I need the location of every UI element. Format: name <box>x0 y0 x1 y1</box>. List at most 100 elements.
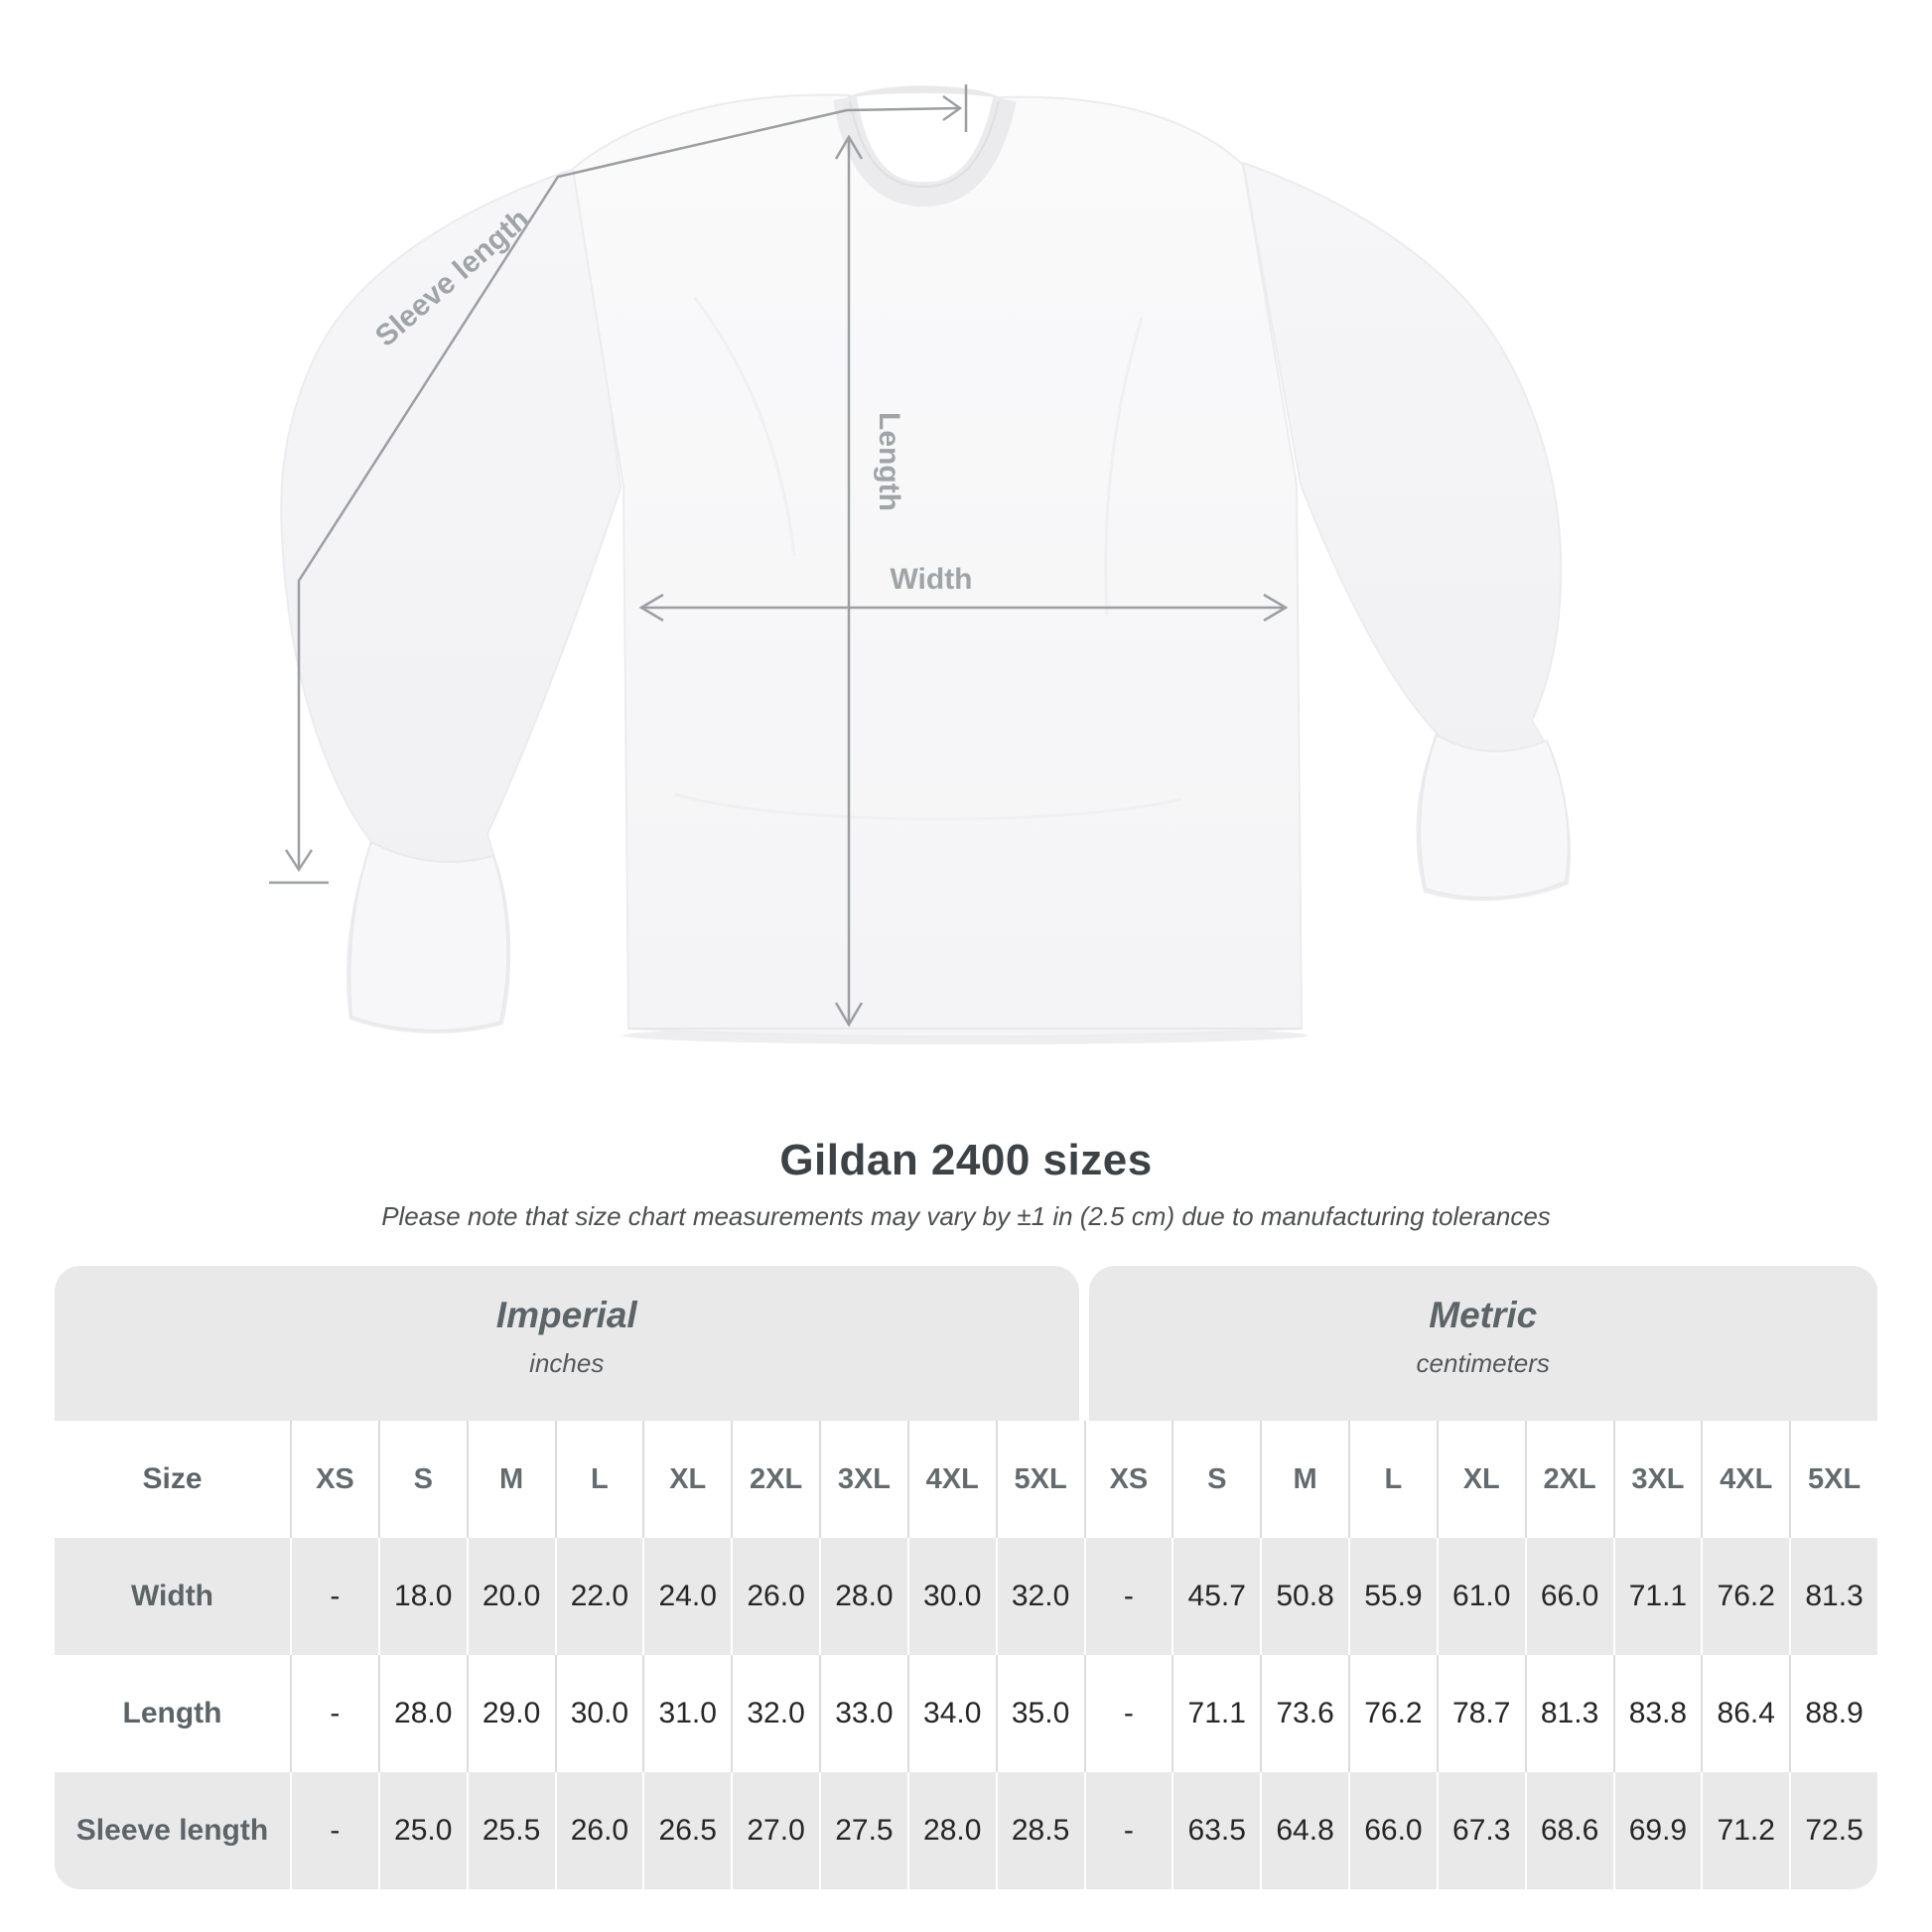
value-cell-imperial: 24.0 <box>642 1538 732 1655</box>
metric-label: Metric <box>1429 1295 1538 1335</box>
value-cell-imperial: 27.5 <box>819 1772 907 1889</box>
value-cell-metric: 64.8 <box>1260 1772 1348 1889</box>
value-cell-metric: 71.1 <box>1612 1538 1702 1655</box>
value-cell-metric: 71.2 <box>1701 1772 1790 1889</box>
value-cell-metric: 50.8 <box>1260 1538 1348 1655</box>
value-cell-metric: 73.6 <box>1260 1655 1348 1772</box>
length-label: Length <box>873 412 905 511</box>
value-cell-metric: 83.8 <box>1612 1655 1702 1772</box>
width-arrow <box>638 593 1289 622</box>
column-header-metric: XS <box>1083 1421 1173 1538</box>
value-cell-imperial: - <box>290 1538 378 1655</box>
value-cell-metric: 72.5 <box>1789 1772 1877 1889</box>
value-cell-imperial: 32.0 <box>731 1655 819 1772</box>
value-cell-metric: 66.0 <box>1524 1538 1613 1655</box>
measurement-lines <box>269 84 1289 1028</box>
column-header-metric: 4XL <box>1701 1421 1790 1538</box>
value-cell-metric: 61.0 <box>1436 1538 1525 1655</box>
size-chart-page: Width Length Sleeve length Gildan 2400 s… <box>55 84 1877 1889</box>
size-header-row: Size XS S M L XL 2XL 3XL 4XL 5XL XS S M L XL 2XL 3XL 4XL 5… <box>55 1421 1877 1538</box>
value-cell-imperial: 27.0 <box>731 1772 819 1889</box>
value-cell-imperial: 26.0 <box>731 1538 819 1655</box>
corner-header-cell: Size <box>55 1421 290 1538</box>
value-cell-metric: 78.7 <box>1436 1655 1525 1772</box>
value-cell-metric: 55.9 <box>1348 1538 1437 1655</box>
value-cell-imperial: 28.0 <box>377 1655 467 1772</box>
value-cell-metric: 45.7 <box>1172 1538 1261 1655</box>
unit-band: Imperial inches Metric centimeters <box>55 1266 1877 1421</box>
size-table: Imperial inches Metric centimeters Size X… <box>55 1266 1877 1889</box>
page-title: Gildan 2400 sizes <box>779 1136 1153 1184</box>
value-cell-metric: 76.2 <box>1701 1538 1790 1655</box>
row-label-cell: Length <box>55 1655 290 1772</box>
value-cell-imperial: 20.0 <box>466 1538 555 1655</box>
value-cell-metric: 81.3 <box>1789 1538 1877 1655</box>
table-row: Width -18.0 20.0 22.0 24.0 26.0 28.0 30.0 32.0-4… <box>55 1538 1877 1655</box>
column-header-metric: M <box>1260 1421 1348 1538</box>
row-label-cell: Sleeve length <box>55 1772 290 1889</box>
value-cell-metric: 66.0 <box>1348 1772 1437 1889</box>
sleeve-length-arrow <box>269 84 968 885</box>
value-cell-metric: 88.9 <box>1789 1655 1877 1772</box>
value-cell-imperial: 26.5 <box>642 1772 732 1889</box>
length-arrow <box>834 134 864 1028</box>
unit-group-imperial: Imperial inches <box>55 1266 1079 1421</box>
left-cuff <box>348 840 509 1032</box>
collar-back <box>845 85 1005 99</box>
value-cell-imperial: 25.0 <box>377 1772 467 1889</box>
value-cell-imperial: 25.5 <box>466 1772 555 1889</box>
value-cell-imperial: 18.0 <box>377 1538 467 1655</box>
value-cell-metric: 81.3 <box>1524 1655 1613 1772</box>
value-cell-metric: 67.3 <box>1436 1772 1525 1889</box>
column-header-imperial: 3XL <box>819 1421 907 1538</box>
value-cell-imperial: 30.0 <box>906 1538 996 1655</box>
value-cell-imperial: 34.0 <box>906 1655 996 1772</box>
column-header-imperial: M <box>466 1421 555 1538</box>
column-header-imperial: 5XL <box>995 1421 1084 1538</box>
column-header-imperial: 4XL <box>906 1421 996 1538</box>
column-header-metric: 2XL <box>1524 1421 1613 1538</box>
column-header-imperial: XL <box>642 1421 732 1538</box>
value-cell-metric: - <box>1083 1655 1173 1772</box>
metric-sublabel: centimeters <box>1416 1347 1550 1378</box>
value-cell-imperial: - <box>290 1655 378 1772</box>
right-cuff <box>1419 733 1570 899</box>
value-cell-imperial: 28.0 <box>906 1772 996 1889</box>
value-cell-metric: - <box>1083 1538 1173 1655</box>
column-header-imperial: S <box>377 1421 467 1538</box>
shirt-measurement-diagram: Width Length Sleeve length <box>269 84 1571 1044</box>
shirt-graphic <box>280 85 1571 1038</box>
row-label-cell: Width <box>55 1538 290 1655</box>
value-cell-imperial: 29.0 <box>466 1655 555 1772</box>
value-cell-imperial: 26.0 <box>554 1772 643 1889</box>
column-header-metric: S <box>1172 1421 1261 1538</box>
value-cell-metric: 86.4 <box>1701 1655 1790 1772</box>
column-header-imperial: 2XL <box>731 1421 819 1538</box>
column-header-metric: XL <box>1436 1421 1525 1538</box>
value-cell-imperial: 22.0 <box>554 1538 643 1655</box>
value-cell-imperial: 31.0 <box>642 1655 732 1772</box>
value-cell-imperial: 28.0 <box>819 1538 907 1655</box>
value-cell-metric: 69.9 <box>1612 1772 1702 1889</box>
imperial-sublabel: inches <box>529 1347 605 1378</box>
value-cell-imperial: 28.5 <box>995 1772 1084 1889</box>
tolerance-note: Please note that size chart measurements… <box>381 1201 1551 1231</box>
column-header-metric: 3XL <box>1612 1421 1702 1538</box>
value-cell-imperial: 32.0 <box>995 1538 1084 1655</box>
column-header-metric: 5XL <box>1789 1421 1877 1538</box>
unit-group-metric: Metric centimeters <box>1088 1266 1877 1421</box>
value-cell-metric: 68.6 <box>1524 1772 1613 1889</box>
value-cell-metric: 71.1 <box>1172 1655 1261 1772</box>
collar-band <box>833 95 1017 207</box>
value-cell-metric: 76.2 <box>1348 1655 1437 1772</box>
width-label: Width <box>890 563 972 596</box>
column-header-imperial: L <box>554 1421 643 1538</box>
size-table-rows: Size XS S M L XL 2XL 3XL 4XL 5XL XS S M L XL 2XL 3XL 4XL 5… <box>55 1421 1877 1889</box>
value-cell-imperial: 35.0 <box>995 1655 1084 1772</box>
column-header-metric: L <box>1348 1421 1437 1538</box>
column-header-imperial: XS <box>290 1421 378 1538</box>
table-row: Length -28.0 29.0 30.0 31.0 32.0 33.0 34.0 35.0-… <box>55 1655 1877 1772</box>
value-cell-metric: - <box>1083 1772 1173 1889</box>
value-cell-imperial: 30.0 <box>554 1655 643 1772</box>
value-cell-imperial: - <box>290 1772 378 1889</box>
